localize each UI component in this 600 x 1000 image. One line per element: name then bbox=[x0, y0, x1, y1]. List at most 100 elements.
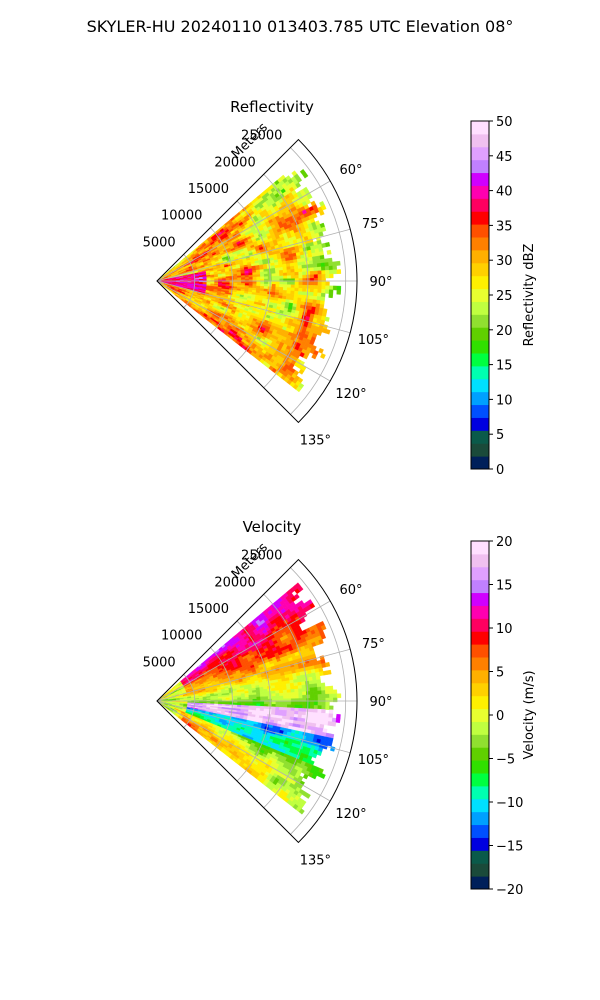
colorbar-label: Reflectivity dBZ bbox=[522, 244, 537, 347]
radar-cell bbox=[306, 274, 311, 279]
colorbar-swatch bbox=[471, 198, 489, 212]
colorbar-tick-label: 35 bbox=[496, 219, 513, 234]
radar-cell bbox=[256, 271, 261, 275]
colorbar-swatch bbox=[471, 365, 489, 380]
radar-cell bbox=[244, 701, 250, 704]
radar-cell bbox=[283, 275, 288, 280]
radar-cell bbox=[290, 281, 296, 286]
colorbar-swatch bbox=[471, 301, 489, 315]
radar-cell bbox=[264, 281, 269, 285]
radar-cell bbox=[309, 263, 314, 269]
angle-tick-label: 90° bbox=[369, 275, 392, 290]
radar-cell bbox=[248, 276, 253, 280]
radar-cell bbox=[316, 330, 323, 336]
radar-cell bbox=[259, 691, 265, 695]
radar-cell bbox=[290, 692, 296, 696]
radar-cell bbox=[279, 284, 284, 288]
radar-cell bbox=[287, 701, 292, 705]
radar-cell bbox=[298, 281, 303, 286]
radar-cell bbox=[310, 281, 315, 286]
radar-cell bbox=[326, 249, 332, 255]
radar-cell bbox=[278, 289, 284, 294]
radar-cell bbox=[316, 262, 322, 268]
radar-cell bbox=[286, 695, 292, 699]
colorbar-swatch bbox=[471, 404, 489, 418]
radar-cell bbox=[248, 703, 254, 707]
radar-cell bbox=[318, 231, 324, 237]
colorbar-swatch bbox=[471, 237, 489, 251]
radar-cell bbox=[332, 265, 338, 271]
radar-cell bbox=[283, 281, 288, 285]
radar-cell bbox=[240, 695, 246, 698]
radar-cell bbox=[256, 281, 261, 285]
radar-cell bbox=[320, 296, 326, 302]
radar-cell bbox=[318, 347, 324, 354]
radar-cell bbox=[263, 283, 269, 287]
radar-cell bbox=[282, 707, 288, 711]
radar-cell bbox=[256, 274, 261, 278]
radar-cell bbox=[294, 268, 299, 273]
radar-cell bbox=[290, 695, 296, 699]
radar-cell bbox=[260, 283, 265, 287]
radar-cell bbox=[298, 268, 303, 273]
radar-cell bbox=[275, 270, 280, 274]
colorbar-tick-label: 25 bbox=[496, 289, 513, 304]
radar-cell bbox=[309, 288, 315, 293]
radar-cell bbox=[275, 275, 280, 280]
radar-cell bbox=[283, 701, 288, 705]
angle-tick-label: 135° bbox=[300, 433, 331, 448]
radar-cell bbox=[297, 265, 303, 270]
radar-cell bbox=[271, 695, 277, 700]
radar-cell bbox=[302, 274, 307, 279]
radar-cell bbox=[286, 704, 292, 709]
radar-cell bbox=[263, 273, 269, 277]
radar-cell bbox=[297, 294, 303, 299]
radar-cell bbox=[290, 688, 295, 693]
radar-cell bbox=[241, 281, 246, 284]
radar-cell bbox=[316, 296, 322, 301]
radar-cell bbox=[321, 285, 326, 290]
radar-cell bbox=[275, 704, 280, 708]
radar-cell bbox=[290, 265, 295, 270]
radar-cell bbox=[237, 277, 242, 280]
radar-cell bbox=[282, 266, 288, 271]
colorbar-swatch bbox=[471, 159, 489, 174]
radar-cell bbox=[293, 682, 299, 687]
radar-cell bbox=[286, 269, 292, 274]
radar-cell bbox=[290, 284, 296, 289]
radar-cell bbox=[229, 277, 234, 280]
radar-cell bbox=[282, 269, 288, 274]
radar-cell bbox=[233, 695, 238, 699]
radar-cell bbox=[317, 274, 323, 279]
radar-cell bbox=[275, 690, 280, 694]
radar-cell bbox=[301, 291, 307, 296]
radar-cell bbox=[275, 693, 280, 697]
radar-cell bbox=[248, 701, 253, 704]
radar-cell bbox=[275, 284, 280, 288]
radar-cell bbox=[302, 271, 307, 276]
angle-tick-label: 75° bbox=[362, 217, 385, 232]
radar-cell bbox=[290, 290, 295, 295]
radar-cell bbox=[256, 276, 261, 280]
radar-field bbox=[156, 168, 342, 393]
radar-cell bbox=[218, 278, 223, 281]
radar-cell bbox=[271, 703, 277, 708]
radar-cell bbox=[263, 276, 269, 280]
radar-cell bbox=[275, 695, 280, 700]
radar-cell bbox=[290, 701, 296, 706]
radar-cell bbox=[279, 272, 284, 277]
radar-cell bbox=[309, 267, 315, 272]
colorbar-swatch bbox=[471, 353, 489, 367]
radar-cell bbox=[260, 276, 265, 280]
colorbar-swatch bbox=[471, 430, 489, 444]
radar-cell bbox=[290, 704, 296, 709]
radar-cell bbox=[290, 707, 296, 712]
radar-cell bbox=[260, 701, 265, 705]
radar-cell bbox=[309, 291, 314, 297]
radar-cell bbox=[263, 693, 269, 697]
colorbar-tick-label: 30 bbox=[496, 254, 513, 269]
radar-cell bbox=[282, 689, 288, 694]
radar-cell bbox=[297, 291, 303, 296]
radar-cell bbox=[271, 275, 277, 280]
